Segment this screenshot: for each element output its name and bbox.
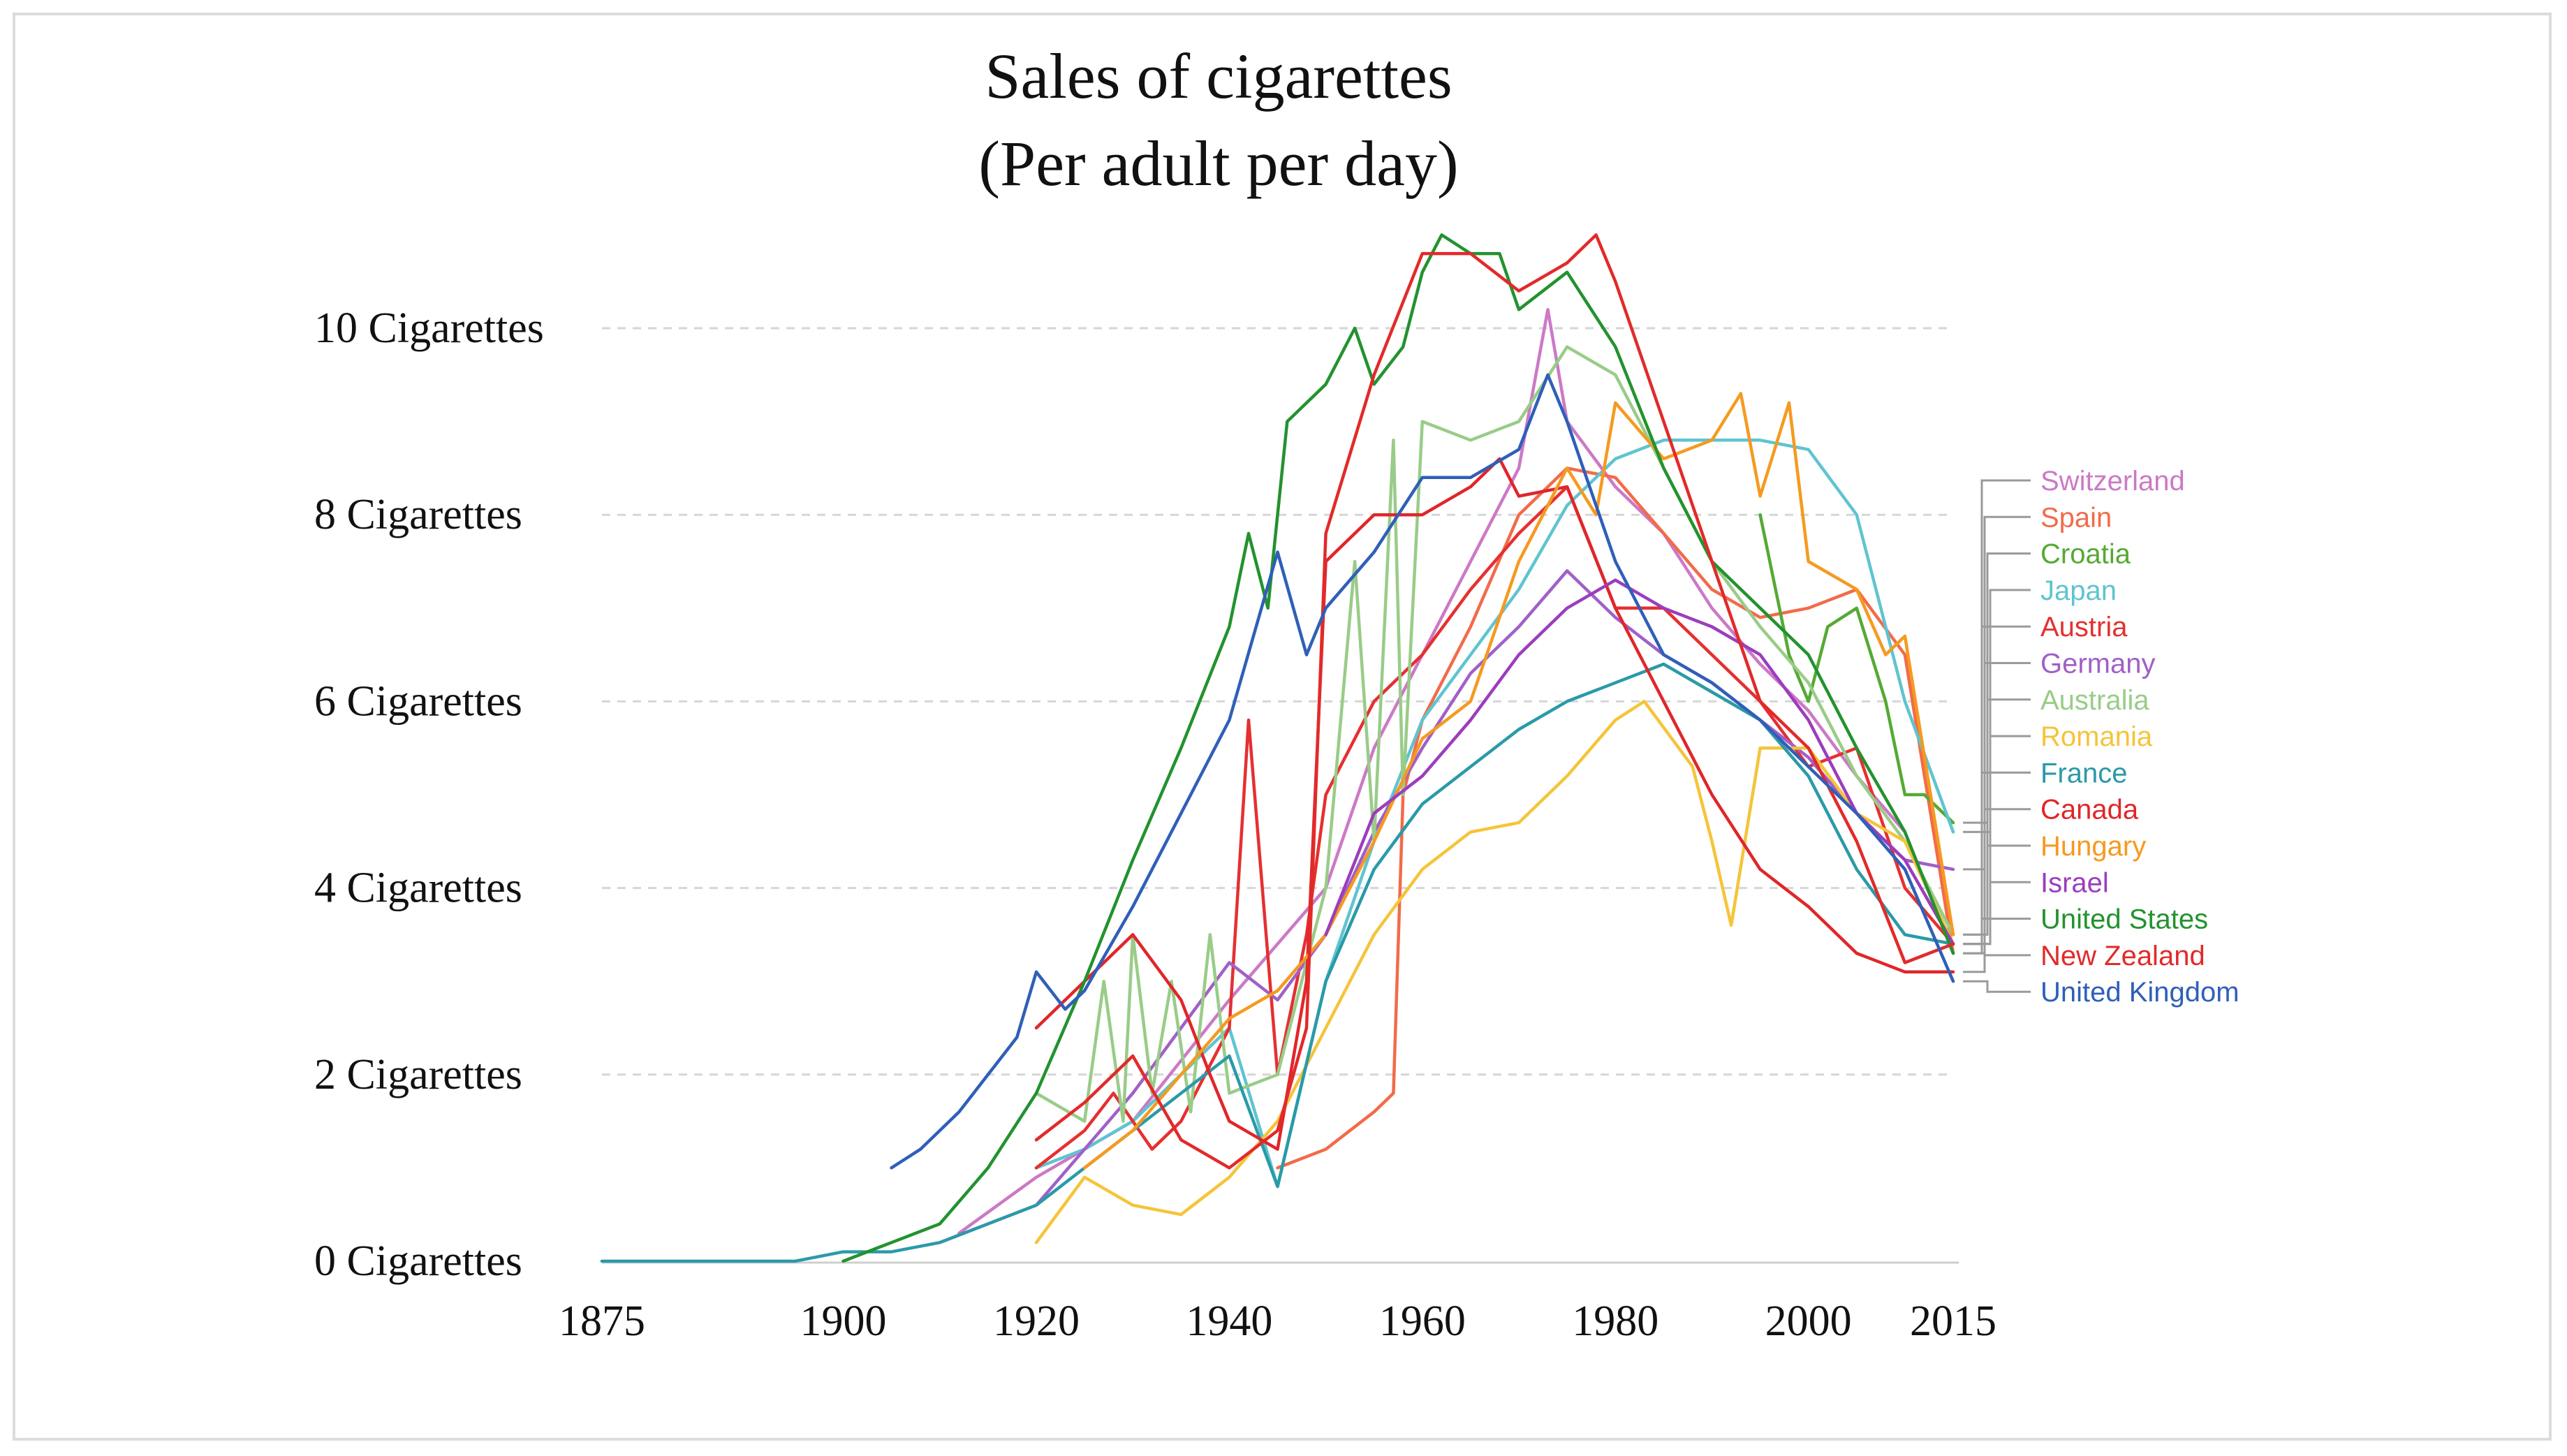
series-line-austria	[1034, 485, 1955, 1170]
legend-label-switzerland: Switzerland	[2040, 466, 2185, 497]
legend-leader-united-kingdom	[1963, 980, 2031, 993]
x-tick-label: 2015	[1910, 1297, 1996, 1345]
y-tick-label: 0 Cigarettes	[314, 1237, 522, 1285]
x-tick-label: 1875	[559, 1297, 645, 1345]
series-line-canada	[1034, 457, 1955, 1151]
y-tick-label: 6 Cigarettes	[314, 677, 522, 725]
legend-label-romania: Romania	[2040, 721, 2153, 752]
x-tick-label: 1900	[800, 1297, 887, 1345]
legend-label-united-kingdom: United Kingdom	[2040, 977, 2239, 1008]
x-tick-label: 1920	[993, 1297, 1080, 1345]
legend-leader-united-states	[1963, 918, 2031, 955]
legend-leader-japan	[1963, 589, 2031, 833]
legend-label-canada: Canada	[2040, 795, 2139, 825]
series-lines	[600, 233, 1955, 1263]
x-tick-label: 1960	[1379, 1297, 1466, 1345]
series-line-france	[600, 662, 1955, 1263]
legend-leader-new-zealand	[1963, 943, 2031, 957]
series-line-israel	[1324, 578, 1955, 946]
series-line-united-kingdom	[890, 373, 1955, 1170]
y-tick-label: 10 Cigarettes	[314, 304, 544, 352]
legend-label-israel: Israel	[2040, 867, 2109, 898]
legend-label-spain: Spain	[2040, 502, 2112, 533]
series-line-hungary	[1082, 392, 1955, 1170]
series-line-new-zealand	[1034, 233, 1955, 1170]
legend-leader-hungary	[1963, 844, 2031, 936]
series-line-australia	[1034, 345, 1955, 1123]
legend-label-hungary: Hungary	[2040, 831, 2146, 862]
legend-leader-australia	[1963, 698, 2031, 936]
legend-label-austria: Austria	[2040, 612, 2128, 642]
legend-leader-germany	[1963, 662, 2031, 871]
legend-leader-austria	[1963, 625, 2031, 946]
legend-label-france: France	[2040, 758, 2128, 788]
x-tick-label: 1980	[1572, 1297, 1658, 1345]
x-tick-label: 2000	[1765, 1297, 1852, 1345]
legend-label-united-states: United States	[2040, 904, 2208, 935]
y-axis: 0 Cigarettes 2 Cigarettes 4 Cigarettes 6 Ci…	[314, 304, 544, 1285]
chart-title: Sales of cigarettes	[985, 41, 1452, 112]
legend-label-germany: Germany	[2040, 649, 2156, 679]
x-axis: 1875 1900 1920 1940 1960 1980 2000 2015	[559, 1297, 1996, 1345]
y-tick-label: 8 Cigarettes	[314, 491, 522, 538]
legend-label-croatia: Croatia	[2040, 539, 2131, 570]
series-line-spain	[1276, 466, 1955, 1170]
legend-leaders	[1963, 479, 2031, 993]
legend-leader-romania	[1963, 735, 2031, 946]
legend-label-new-zealand: New Zealand	[2040, 941, 2205, 971]
chart-frame	[13, 13, 2552, 1441]
series-line-romania	[1034, 700, 1955, 1244]
legend-label-australia: Australia	[2040, 685, 2149, 716]
series-line-croatia	[1758, 513, 1955, 825]
legend: Switzerland Spain Croatia Japan Austria Germa…	[2040, 466, 2239, 1008]
series-line-switzerland	[957, 308, 1955, 1235]
legend-leader-canada	[1963, 808, 2031, 973]
y-tick-label: 2 Cigarettes	[314, 1051, 522, 1098]
chart-subtitle: (Per adult per day)	[978, 128, 1458, 199]
y-tick-label: 4 Cigarettes	[314, 865, 522, 912]
legend-leader-croatia	[1963, 552, 2031, 824]
legend-label-japan: Japan	[2040, 575, 2117, 606]
x-tick-label: 1940	[1186, 1297, 1272, 1345]
